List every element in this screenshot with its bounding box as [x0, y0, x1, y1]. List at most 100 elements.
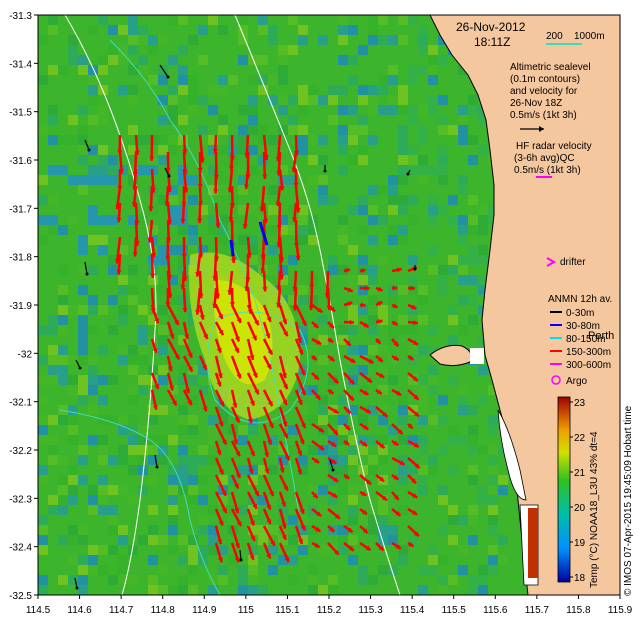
hf-vector-246: [311, 456, 320, 464]
hf-vector-46: [180, 202, 186, 224]
hf-vector-227: [214, 440, 222, 456]
drifter-icon: [546, 257, 557, 267]
hf-vector-262: [230, 491, 240, 514]
hf-vector-101: [212, 287, 218, 309]
hf-vector-53: [292, 202, 298, 222]
y-tick-label-1: -31.4: [9, 59, 32, 70]
hf-vector-238: [391, 439, 399, 447]
hf-vector-142: [375, 319, 383, 325]
hf-vector-139: [327, 321, 335, 329]
x-tick-label-10: 115.5: [442, 605, 467, 616]
hf-vector-260: [407, 474, 417, 485]
sealevel-contour-2: [207, 311, 309, 424]
perth-label: Perth: [588, 330, 614, 342]
altimetry-vector-11: [413, 265, 417, 271]
hf-vector-125: [359, 302, 366, 308]
hf-vector-120: [278, 304, 288, 325]
hf-vector-193: [230, 389, 238, 408]
hf-vector-268: [327, 490, 338, 499]
y-tick-label-5: -31.8: [9, 253, 32, 264]
hf-vector-115: [198, 304, 205, 320]
hf-vector-263: [246, 491, 258, 510]
hf-vector-187: [407, 372, 419, 382]
drifter-label: drifter: [560, 257, 586, 268]
hf-vector-2: [149, 134, 155, 161]
hf-vector-240: [214, 457, 225, 475]
hf-vector-72: [294, 236, 301, 261]
altimetry-legend-line-4: 26-Nov 18Z: [510, 98, 562, 109]
hf-vector-213: [359, 405, 372, 414]
altimetry-vector-2: [164, 167, 171, 178]
hf-vector-136: [278, 321, 289, 337]
altimetry-vector-4: [75, 359, 82, 370]
hf-vector-74: [150, 253, 156, 279]
hf-vector-135: [262, 321, 271, 339]
hf-vector-48: [214, 202, 221, 228]
hf-vector-19: [262, 151, 268, 180]
hf-vector-253: [262, 474, 275, 497]
hf-vector-148: [214, 338, 222, 354]
hf-vector-128: [407, 303, 417, 310]
hf-vector-28: [213, 168, 219, 194]
hf-vector-221: [311, 422, 325, 433]
hf-vector-181: [294, 372, 307, 396]
hf-vector-177: [182, 372, 191, 394]
anmn-item-0: 0-30m: [566, 308, 594, 319]
hf-vector-270: [375, 490, 388, 502]
altimetry-legend-line-2: (0.1m contours): [510, 74, 580, 85]
x-tick-label-4: 114.9: [192, 605, 217, 616]
hf-vector-110: [375, 286, 383, 292]
y-tick-label-7: -32: [18, 349, 33, 360]
x-tick-label-0: 114.5: [26, 605, 51, 616]
hf-vector-134: [246, 321, 258, 341]
hf-vector-73: [116, 253, 122, 275]
hf-vector-129: [166, 321, 175, 339]
x-tick-label-9: 115.4: [400, 605, 425, 616]
hf-vector-299: [278, 542, 290, 563]
y-tick-label-2: -31.5: [9, 108, 32, 119]
hf-legend-line-2: (3-6h avg)QC: [514, 153, 575, 164]
altimetry-vector-7: [239, 549, 243, 562]
hf-vector-303: [359, 541, 372, 552]
hf-vector-138: [311, 321, 320, 329]
hf-vector-266: [294, 491, 305, 515]
hf-vector-301: [327, 542, 340, 556]
anmn-item-4: 300-600m: [566, 360, 611, 371]
hf-vector-183: [327, 372, 340, 385]
hf-vector-113: [150, 304, 160, 324]
hf-vector-298: [262, 542, 272, 559]
hf-vector-119: [262, 304, 272, 323]
hf-vector-241: [230, 457, 242, 479]
hf-vector-208: [262, 406, 275, 429]
hf-vector-191: [198, 389, 208, 412]
hf-vector-289: [294, 525, 304, 545]
hf-vector-255: [327, 473, 339, 483]
hf-vector-162: [214, 355, 223, 379]
x-tick-label-2: 114.7: [109, 605, 134, 616]
hf-vector-127: [391, 303, 399, 309]
hf-vector-175: [150, 372, 160, 390]
hf-vector-239: [407, 439, 420, 449]
hf-vector-126: [375, 300, 383, 307]
hf-vector-145: [150, 338, 158, 354]
argo-icon: [551, 375, 561, 385]
hf-vector-98: [165, 287, 171, 307]
hf-vector-144: [407, 320, 418, 326]
hf-vector-214: [375, 406, 389, 418]
altimetry-vectors: [74, 64, 417, 590]
hf-vector-198: [311, 389, 322, 401]
hf-vector-170: [343, 354, 356, 364]
hf-vector-152: [294, 338, 304, 355]
anmn-item-1: 30-80m: [566, 321, 600, 332]
y-tick-label-0: -31.3: [9, 11, 32, 22]
hf-vector-202: [375, 388, 383, 396]
hf-vector-104: [276, 287, 282, 308]
hf-vector-116: [214, 304, 224, 320]
hf-vector-248: [391, 456, 406, 466]
hf-vector-296: [230, 542, 240, 563]
hf-vector-153: [311, 337, 322, 346]
hf-vector-196: [278, 389, 288, 406]
hf-vector-288: [278, 525, 288, 541]
hf-vector-43: [116, 202, 122, 223]
